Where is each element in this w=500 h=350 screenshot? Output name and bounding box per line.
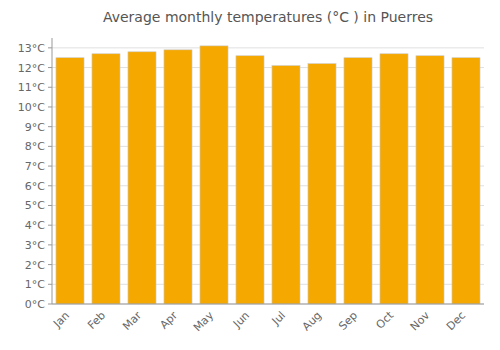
grid-line bbox=[52, 304, 484, 305]
tick-label: 11°C bbox=[18, 81, 45, 94]
tick-mark bbox=[48, 106, 52, 107]
tick-label: 10°C bbox=[18, 101, 45, 114]
x-axis: Jan Feb Mar Apr May Jun Jul Aug Sep Oct Nov Dec bbox=[50, 304, 484, 334]
tick-label: Sep bbox=[336, 309, 360, 333]
tick-label: 4°C bbox=[25, 219, 45, 232]
tick-mark bbox=[48, 146, 52, 147]
tick-label: Jun bbox=[230, 309, 252, 331]
bar bbox=[236, 56, 264, 304]
tick-label: 7°C bbox=[25, 160, 45, 173]
bar bbox=[308, 64, 336, 304]
tick-label: Oct bbox=[373, 308, 396, 331]
axis-line bbox=[52, 38, 53, 304]
bar bbox=[56, 58, 84, 304]
tick-label: 1°C bbox=[25, 278, 45, 291]
tick-mark bbox=[48, 67, 52, 68]
tick-label: Aug bbox=[300, 309, 324, 333]
tick-label: 2°C bbox=[25, 259, 45, 272]
bar bbox=[92, 54, 120, 304]
tick-mark bbox=[48, 304, 52, 305]
chart: Average monthly temperatures (°C ) in Pu… bbox=[0, 0, 500, 350]
tick-mark bbox=[48, 244, 52, 245]
tick-label: 13°C bbox=[18, 42, 45, 55]
title: Average monthly temperatures (°C ) in Pu… bbox=[103, 9, 433, 25]
tick-mark bbox=[48, 225, 52, 226]
grid bbox=[52, 48, 484, 304]
tick-label: Mar bbox=[120, 309, 144, 333]
bars bbox=[56, 46, 480, 304]
tick-mark bbox=[48, 284, 52, 285]
tick-label: May bbox=[191, 309, 217, 335]
bar bbox=[380, 54, 408, 304]
tick-label: Apr bbox=[157, 309, 180, 332]
tick-label: Nov bbox=[408, 309, 433, 334]
tick-label: 3°C bbox=[25, 239, 45, 252]
tick-label: Dec bbox=[444, 309, 468, 333]
tick-label: 12°C bbox=[18, 62, 45, 75]
tick-label: 9°C bbox=[25, 121, 45, 134]
tick-mark bbox=[48, 47, 52, 48]
tick-mark bbox=[48, 87, 52, 88]
tick-mark bbox=[48, 166, 52, 167]
bar bbox=[272, 66, 300, 304]
bar bbox=[200, 46, 228, 304]
tick-label: 8°C bbox=[25, 140, 45, 153]
bar bbox=[416, 56, 444, 304]
tick-label: Feb bbox=[85, 309, 108, 332]
tick-mark bbox=[48, 185, 52, 186]
chart-container: Average monthly temperatures (°C ) in Pu… bbox=[0, 0, 500, 350]
tick-label: 5°C bbox=[25, 199, 45, 212]
tick-label: Jul bbox=[269, 309, 288, 328]
tick-label: 6°C bbox=[25, 180, 45, 193]
tick-mark bbox=[48, 205, 52, 206]
y-axis: 0°C 1°C 2°C 3°C 4°C 5°C 6°C 7°C 8°C 9°C 10°C 11°C 12… bbox=[18, 38, 52, 311]
tick-label: Jan bbox=[50, 309, 72, 331]
tick-label: 0°C bbox=[25, 298, 45, 311]
bar bbox=[344, 58, 372, 304]
bar bbox=[128, 52, 156, 304]
bar bbox=[452, 58, 480, 304]
tick-mark bbox=[48, 126, 52, 127]
bar bbox=[164, 50, 192, 304]
axis-line bbox=[52, 304, 484, 305]
tick-mark bbox=[48, 264, 52, 265]
grid-line bbox=[52, 47, 484, 48]
